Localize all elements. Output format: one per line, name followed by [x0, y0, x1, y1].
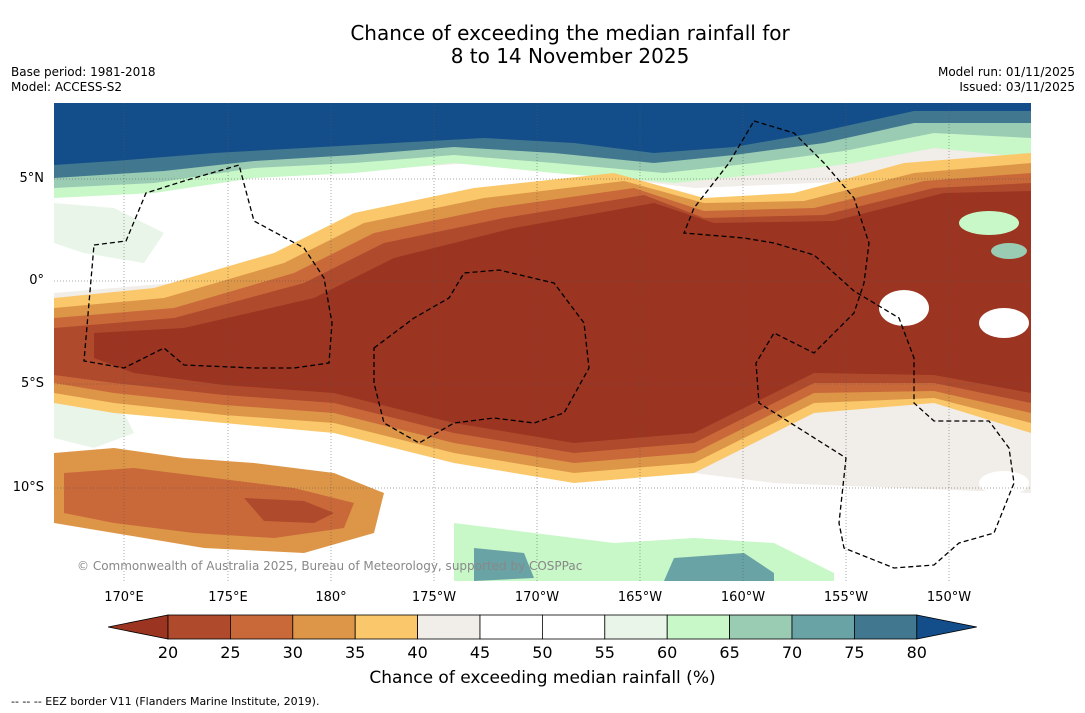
meta-right: Model run: 01/11/2025 Issued: 03/11/2025: [938, 65, 1075, 95]
colorbar-segment-50-55: [541, 614, 606, 640]
lon-label-155w: 155°W: [823, 590, 869, 605]
colorbar-graphic: [107, 614, 977, 640]
colorbar-segment-60-65: [666, 614, 731, 640]
colorbar-tick-55: 55: [594, 643, 615, 662]
lon-label-175w: 175°W: [411, 590, 457, 605]
colorbar-segment-25-30: [230, 614, 294, 640]
eez-footnote: -- -- -- EEZ border V11 (Flanders Marine…: [11, 695, 320, 708]
copyright-notice: © Commonwealth of Australia 2025, Bureau…: [77, 559, 583, 573]
colorbar-tick-80: 80: [906, 643, 927, 662]
model-run: Model run: 01/11/2025: [937, 65, 1075, 79]
colorbar-segment-65-70: [729, 614, 793, 640]
base-period: Base period: 1981-2018: [11, 65, 156, 79]
colorbar-segment-70-75: [791, 614, 855, 640]
eez-line-islands: [683, 120, 1015, 569]
grid-lines: [54, 103, 1031, 581]
colorbar-tick-75: 75: [844, 643, 865, 662]
lat-label-0: 0°: [29, 273, 44, 288]
region-neutral-east-1: [879, 290, 929, 326]
rainfall-map: [54, 103, 1031, 581]
colorbar-segment-20-25: [167, 614, 231, 640]
eez-kiribati-gilberts: [83, 164, 333, 369]
colorbar-tick-50: 50: [532, 643, 553, 662]
colorbar-tick-25: 25: [220, 643, 241, 662]
lon-label-175e: 175°E: [208, 590, 248, 605]
region-wet-east-2: [991, 243, 1027, 259]
colorbar-extend-high: [916, 614, 977, 640]
region-dry-southwest-inner: [244, 498, 334, 523]
lon-label-170w: 170°W: [514, 590, 560, 605]
issued-date: Issued: 03/11/2025: [959, 80, 1075, 94]
region-wet-south-teal-2: [664, 553, 774, 581]
colorbar: [107, 612, 978, 646]
meta-left: Base period: 1981-2018 Model: ACCESS-S2: [11, 65, 156, 95]
colorbar-tick-40: 40: [407, 643, 428, 662]
region-light-green-w: [54, 203, 164, 263]
colorbar-tick-45: 45: [469, 643, 491, 662]
colorbar-tick-30: 30: [282, 643, 303, 662]
region-neutral-east-3: [979, 471, 1029, 495]
region-wet-south-teal: [474, 548, 534, 581]
lon-label-165w: 165°W: [617, 590, 663, 605]
colorbar-tick-70: 70: [781, 643, 803, 662]
lon-label-160w: 160°W: [720, 590, 766, 605]
colorbar-segment-40-45: [417, 614, 481, 640]
region-wet-east-1: [959, 211, 1019, 235]
colorbar-extend-low: [107, 614, 169, 640]
region-dark-blue-north: [54, 103, 1031, 165]
colorbar-tick-65: 65: [719, 643, 740, 662]
colorbar-tick-60: 60: [657, 643, 678, 662]
lon-label-180: 180°: [315, 590, 347, 605]
colorbar-tick-20: 20: [157, 643, 179, 662]
lon-label-170e: 170°E: [104, 590, 144, 605]
colorbar-segment-45-50: [479, 614, 543, 640]
region-neutral-east-2: [979, 308, 1029, 338]
colorbar-segment-75-80: [854, 614, 918, 640]
title-line-1: Chance of exceeding the median rainfall …: [350, 21, 790, 45]
region-dry-below-20: [94, 191, 1031, 443]
lat-label-5n: 5°N: [19, 171, 45, 186]
lat-label-5s: 5°S: [20, 376, 44, 391]
colorbar-segment-30-35: [292, 614, 356, 640]
rainfall-map-graphic: [54, 103, 1031, 581]
eez-borders: [83, 120, 1015, 569]
colorbar-segment-55-60: [604, 614, 668, 640]
title-line-2: 8 to 14 November 2025: [450, 44, 690, 68]
lon-label-150w: 150°W: [926, 590, 972, 605]
eez-phoenix-islands: [373, 269, 590, 444]
colorbar-segment-35-40: [354, 614, 418, 640]
colorbar-tick-35: 35: [345, 643, 366, 662]
lat-label-10s: 10°S: [12, 480, 44, 495]
model-name: Model: ACCESS-S2: [11, 80, 123, 94]
colorbar-title: Chance of exceeding median rainfall (%): [369, 668, 716, 688]
map-title: Chance of exceeding the median rainfall …: [0, 22, 1085, 68]
